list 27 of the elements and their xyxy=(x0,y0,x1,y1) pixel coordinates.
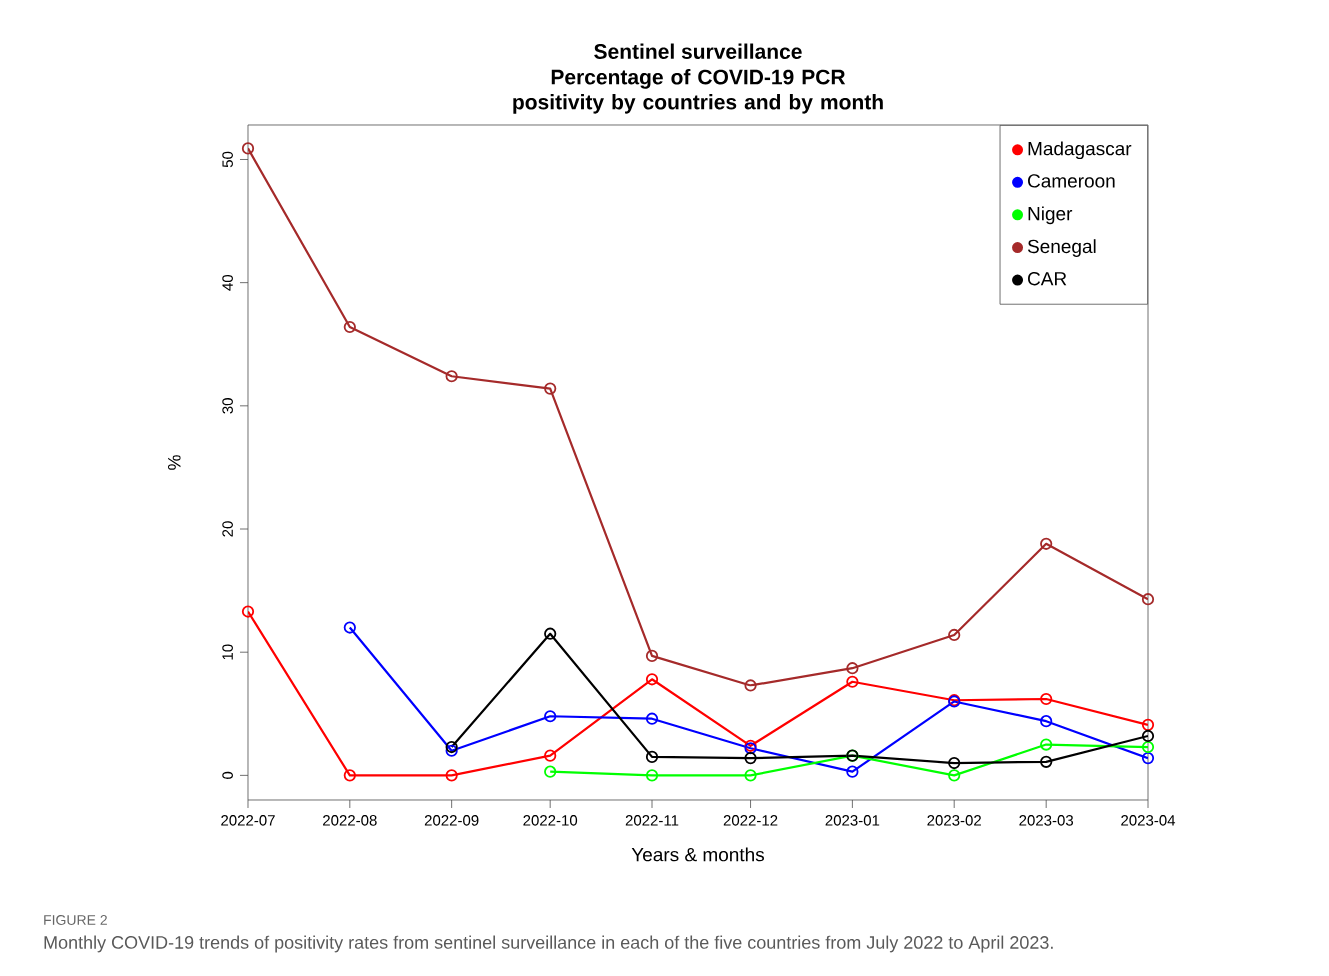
x-tick-label: 2022-10 xyxy=(523,815,578,826)
x-tick-label: 2022-12 xyxy=(723,815,778,826)
legend-label: Senegal xyxy=(1027,239,1096,257)
legend-label: CAR xyxy=(1028,271,1067,286)
y-tick-label: 10 xyxy=(222,644,233,660)
y-axis-title: % xyxy=(167,455,181,470)
x-tick-label: 2022-08 xyxy=(323,815,377,826)
caption: FIGURE 2 xyxy=(44,915,107,925)
y-tick-label: 50 xyxy=(222,151,233,168)
x-tick-label: 2022-11 xyxy=(625,815,679,826)
x-tick-label: 2023-04 xyxy=(1121,815,1176,826)
chart-title: Sentinel surveillance xyxy=(594,43,802,59)
chart-subtitle: Percentage of COVID-19 PCR positivity by countries and by month xyxy=(513,69,883,114)
legend-label: Niger xyxy=(1028,206,1073,225)
x-axis-title: Years & months xyxy=(631,847,764,862)
y-tick-label: 0 xyxy=(222,771,233,779)
x-tick-label: 2022-09 xyxy=(424,815,479,826)
legend-label: Cameroon xyxy=(1028,174,1115,188)
text: Monthly COVID-19 trends of positivity rates from sentinel surveillance in each of the five countries from July 2022 to April 2023. xyxy=(44,935,1053,953)
x-tick-label: 2022-07 xyxy=(221,815,275,826)
legend-label: Madagascar xyxy=(1028,141,1132,160)
x-tick-label: 2023-02 xyxy=(927,815,981,826)
x-tick-label: 2023-01 xyxy=(825,815,880,826)
x-tick-label: 2023-03 xyxy=(1019,815,1074,826)
y-tick-label: 30 xyxy=(222,398,233,414)
y-tick-label: 20 xyxy=(222,521,233,537)
y-tick-label: 40 xyxy=(222,274,233,291)
